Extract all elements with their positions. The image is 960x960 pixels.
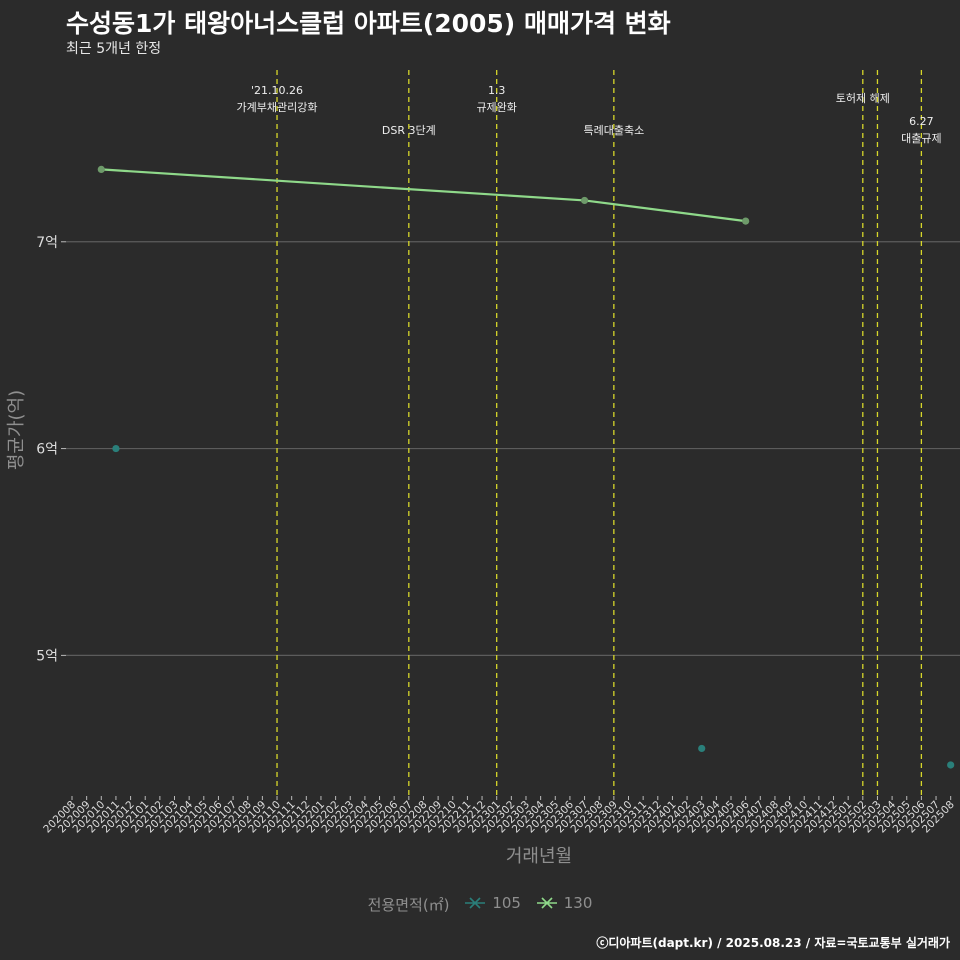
data-point-130 bbox=[97, 165, 105, 173]
data-point-105 bbox=[112, 444, 120, 453]
event-label: 대출규제 bbox=[901, 132, 941, 145]
legend-symbol-105 bbox=[465, 897, 486, 909]
event-label: 규제완화 bbox=[476, 101, 516, 114]
event-label: '21.10.26 bbox=[251, 84, 303, 97]
y-tick-label: 5억 bbox=[36, 648, 58, 664]
data-point-130 bbox=[742, 217, 750, 225]
event-label: 토허제 해제 bbox=[836, 91, 890, 105]
data-point-105 bbox=[698, 744, 706, 753]
data-point-105 bbox=[947, 761, 955, 769]
source-caption: ⓒ디아파트(dapt.kr) / 2025.08.23 / 자료=국토교통부 실… bbox=[596, 936, 950, 950]
y-tick-label: 6억 bbox=[36, 442, 58, 458]
chart-subtitle: 최근 5개년 한정 bbox=[66, 41, 162, 57]
event-label: 가계부채관리강화 bbox=[237, 101, 318, 114]
x-axis-title: 거래년월 bbox=[506, 846, 572, 867]
legend: 전용면적(㎡) 105 130 bbox=[0, 894, 960, 915]
legend-item-130: 130 bbox=[536, 894, 593, 912]
legend-title: 전용면적(㎡) bbox=[367, 896, 450, 914]
event-label: 6.27 bbox=[909, 115, 934, 128]
event-label: 1.3 bbox=[488, 84, 506, 97]
legend-symbol-130 bbox=[536, 897, 557, 909]
event-label: DSR 3단계 bbox=[382, 124, 436, 137]
legend-label-130: 130 bbox=[563, 894, 593, 912]
event-label: 특례대출축소 bbox=[583, 124, 644, 137]
data-point-130 bbox=[580, 196, 589, 205]
chart-title: 수성동1가 태왕아너스클럽 아파트(2005) 매매가격 변화 bbox=[66, 9, 671, 38]
legend-item-105: 105 bbox=[464, 894, 521, 912]
y-axis-title: 평균가(억) bbox=[6, 390, 27, 470]
y-tick-label: 7억 bbox=[36, 235, 58, 251]
series-line-130 bbox=[101, 168, 746, 223]
legend-label-105: 105 bbox=[492, 894, 521, 912]
